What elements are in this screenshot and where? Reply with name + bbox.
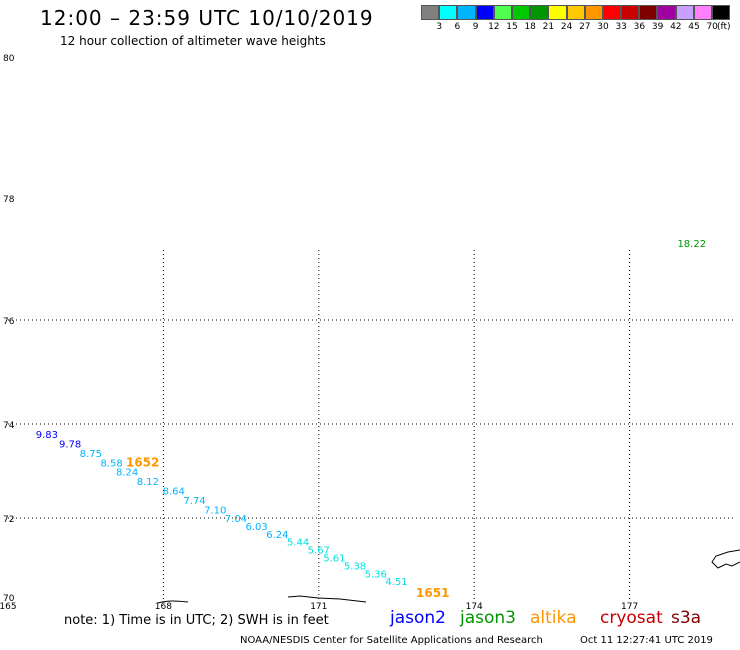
data-label: 8.58	[100, 458, 122, 469]
data-label: 9.78	[59, 440, 81, 451]
legend-swatch	[675, 5, 694, 20]
y-tick-label: 80	[3, 54, 15, 64]
data-label: 5.61	[323, 553, 345, 564]
footer-credit: NOAA/NESDIS Center for Satellite Applica…	[240, 635, 543, 646]
legend-label: 6	[454, 22, 461, 32]
legend-swatch	[693, 5, 712, 20]
legend-label: 27	[579, 22, 591, 32]
y-tick-label: 70	[3, 594, 15, 604]
data-label: 7.74	[183, 496, 205, 507]
data-label: 8.75	[80, 449, 102, 460]
x-tick-label: 165	[0, 602, 17, 612]
y-tick-label: 72	[3, 515, 14, 525]
coastline-segment	[711, 549, 740, 569]
data-label: 7.10	[204, 505, 226, 516]
data-label: 8.64	[163, 487, 185, 498]
legend-swatch	[639, 5, 658, 20]
data-label: 9.83	[36, 430, 58, 441]
legend-swatch	[475, 5, 494, 20]
legend-swatch	[421, 5, 440, 20]
coastline-segment	[287, 595, 367, 603]
legend-swatch	[457, 5, 476, 20]
legend-swatch	[602, 5, 622, 20]
grid-lines	[8, 250, 735, 600]
satellite-cryosat: cryosat	[600, 608, 663, 628]
x-tick-label: 177	[621, 602, 638, 612]
data-label: 5.44	[287, 538, 309, 549]
data-label: 8.24	[116, 468, 138, 479]
legend-label: 15	[506, 22, 518, 32]
x-tick-label: 171	[310, 602, 327, 612]
legend-label: 9	[472, 22, 479, 32]
coastline	[157, 549, 740, 604]
legend-swatch	[511, 5, 531, 20]
legend-label: 70	[706, 22, 718, 32]
legend-swatch	[584, 5, 603, 20]
legend-swatch	[530, 5, 549, 20]
legend-swatch	[657, 5, 676, 20]
legend-labels: (ft) 3 6 9 12 15 18 21 24 27 30 33 36 39 42 45 70	[421, 20, 740, 32]
note-text: note: 1) Time is in UTC; 2) SWH is in fe…	[64, 613, 329, 628]
data-labels: 9.839.78 18.22 1652 1651 8.758.588.248.12 8.6…	[36, 239, 706, 600]
legend-unit: (ft)	[717, 22, 731, 32]
legend-label: 24	[560, 22, 573, 32]
legend-swatch	[548, 5, 567, 20]
data-label: 6.03	[246, 522, 268, 533]
legend-label: 3	[436, 22, 443, 32]
legend-swatch	[493, 5, 512, 20]
satellite-s3a: s3a	[671, 608, 702, 628]
data-label: 5.38	[344, 561, 366, 572]
legend-label: 42	[670, 22, 682, 32]
legend-label: 30	[597, 22, 609, 32]
data-label: 7.04	[225, 514, 247, 525]
axis-labels: 165 168 171 174 177 70 72 74 76 78 80	[0, 54, 638, 612]
legend-label: 36	[633, 22, 646, 32]
legend-swatch	[621, 5, 640, 20]
legend-label: 45	[688, 22, 700, 32]
data-label: 8.12	[137, 477, 159, 488]
map-title: 12:00 – 23:59 UTC 10/10/2019	[40, 6, 374, 30]
y-tick-label: 76	[3, 317, 15, 327]
satellite-jason2: jason2	[390, 608, 446, 628]
legend-swatch	[712, 5, 731, 20]
color-legend: (ft) 3 6 9 12 15 18 21 24 27 30 33 36 39 42 45 70	[421, 5, 740, 32]
footer-timestamp: Oct 11 12:27:41 UTC 2019	[580, 635, 713, 646]
legend-label: 12	[488, 22, 500, 32]
data-label: 1652	[126, 455, 159, 469]
data-label: 5.36	[365, 569, 387, 580]
y-tick-label: 78	[3, 195, 15, 205]
y-tick-label: 74	[3, 421, 15, 431]
data-label: 1651	[416, 586, 449, 600]
x-tick-label: 168	[155, 602, 172, 612]
data-label: 6.24	[266, 530, 288, 541]
legend-swatches	[421, 5, 740, 20]
x-tick-label: 174	[466, 602, 483, 612]
legend-swatch	[566, 5, 585, 20]
legend-label: 21	[542, 22, 555, 32]
legend-swatch	[439, 5, 458, 20]
data-label: 4.51	[385, 577, 407, 588]
data-label: 18.22	[677, 239, 706, 250]
data-label: 5.67	[308, 546, 330, 557]
satellite-jason3: jason3	[460, 608, 516, 628]
legend-label: 33	[615, 22, 627, 32]
map-subtitle: 12 hour collection of altimeter wave hei…	[60, 34, 326, 48]
satellite-altika: altika	[530, 608, 577, 628]
legend-label: 39	[651, 22, 664, 32]
coastline-segment	[157, 600, 189, 604]
legend-label: 18	[524, 22, 536, 32]
